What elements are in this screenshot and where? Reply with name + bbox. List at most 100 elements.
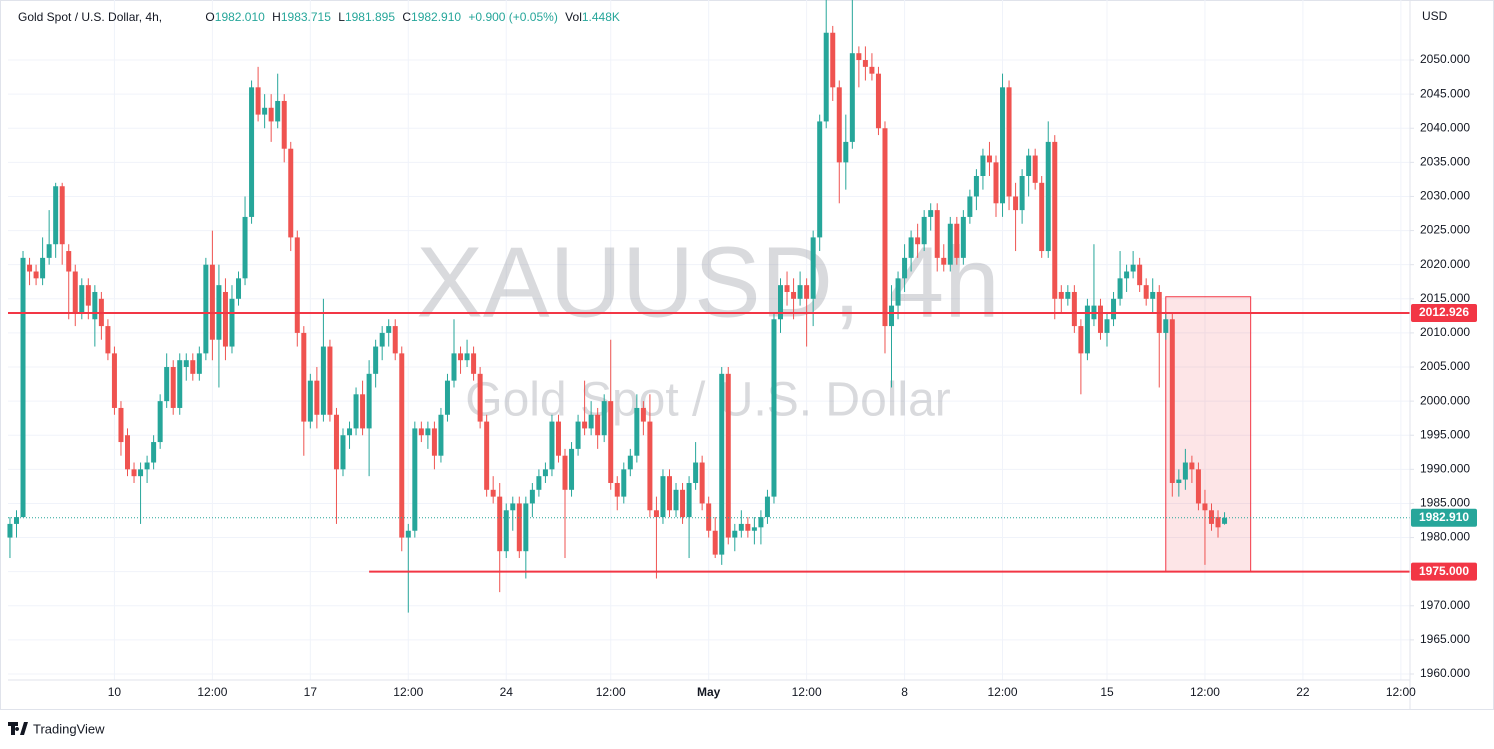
candle-body	[536, 476, 542, 490]
candle-body	[72, 271, 78, 313]
candle-body	[33, 271, 39, 279]
candle-body	[1013, 196, 1019, 211]
candle-body	[255, 87, 261, 115]
candle-body	[320, 346, 326, 415]
brand: TradingView	[33, 721, 105, 736]
candle-body	[732, 530, 738, 538]
candle-body	[242, 216, 248, 279]
candle-body	[895, 278, 901, 306]
candle-body	[562, 455, 568, 490]
candle-body	[1195, 469, 1201, 504]
candle-body	[7, 523, 13, 538]
candle-body	[131, 469, 137, 477]
candle-body	[1045, 141, 1051, 252]
candle-body	[13, 517, 19, 524]
high-value: 1983.715	[281, 10, 331, 24]
candle-body	[693, 462, 699, 483]
candle-body	[1097, 305, 1103, 333]
candle-body	[1026, 155, 1032, 177]
candle-body	[373, 346, 379, 374]
y-tick-label: 1970.000	[1420, 598, 1470, 612]
candle-body	[66, 251, 72, 272]
low-label: L	[338, 10, 345, 24]
candle-body	[157, 401, 163, 443]
candle-body	[444, 380, 450, 415]
candle-body	[856, 53, 862, 61]
x-tick-label: 12:00	[393, 685, 423, 699]
candle-body	[85, 285, 91, 306]
candle-body	[1150, 291, 1156, 299]
x-tick-label: 12:00	[988, 685, 1018, 699]
candle-body	[719, 373, 725, 555]
candle-body	[340, 435, 346, 470]
candle-body	[1058, 291, 1064, 299]
candle-body	[111, 353, 117, 408]
candle-body	[934, 210, 940, 258]
candle-body	[1202, 503, 1208, 511]
candle-body	[627, 455, 633, 470]
candle-body	[249, 87, 255, 217]
candle-body	[236, 278, 242, 299]
candle-body	[281, 100, 287, 149]
candle-body	[1104, 319, 1110, 333]
candle-body	[79, 285, 85, 313]
candle-body	[458, 353, 464, 361]
candle-body	[902, 257, 908, 279]
candle-body	[980, 155, 986, 177]
candle-body	[745, 523, 751, 531]
candle-body	[1208, 510, 1214, 524]
y-tick-label: 1995.000	[1420, 427, 1470, 441]
level-box	[1411, 303, 1477, 322]
candle-body	[392, 326, 398, 354]
candle-body	[46, 244, 52, 258]
watermark-subtitle: Gold Spot / U.S. Dollar	[465, 374, 951, 427]
x-tick-label: 8	[901, 685, 908, 699]
candle-body	[647, 421, 653, 511]
y-tick-label: 1965.000	[1420, 632, 1470, 646]
candle-body	[830, 32, 836, 88]
candle-body	[314, 380, 320, 415]
x-tick-label: 12:00	[1190, 685, 1220, 699]
candle-body	[1078, 326, 1084, 354]
y-tick-label: 2050.000	[1420, 52, 1470, 66]
candle-body	[399, 353, 405, 538]
candle-body	[177, 360, 183, 408]
candle-body	[366, 373, 372, 429]
x-tick-label: 12:00	[1386, 685, 1416, 699]
candle-body	[412, 428, 418, 531]
candle-body	[960, 216, 966, 258]
x-tick-label: 12:00	[197, 685, 227, 699]
close-value: 1982.910	[411, 10, 461, 24]
candle-body	[706, 503, 712, 531]
candle-body	[791, 291, 797, 299]
symbol: Gold Spot / U.S. Dollar, 4h,	[18, 10, 162, 24]
x-tick-label: 17	[304, 685, 318, 699]
y-tick-label: 1980.000	[1420, 530, 1470, 544]
candle-body	[817, 121, 823, 238]
candle-body	[418, 428, 424, 436]
candle-body	[973, 176, 979, 197]
candle-body	[764, 496, 770, 518]
candle-body	[471, 353, 477, 374]
zone	[1165, 296, 1252, 573]
last-price-label: 1982.910	[1419, 510, 1469, 524]
candle-body	[954, 223, 960, 258]
candle-body	[1163, 319, 1169, 333]
candle-body	[138, 469, 144, 477]
y-tick-label: 2010.000	[1420, 325, 1470, 339]
candle-body	[621, 469, 627, 497]
header: Gold Spot / U.S. Dollar, 4h, O1982.010 H…	[18, 10, 620, 24]
candle-body	[222, 291, 228, 347]
candle-body	[849, 53, 855, 142]
candle-body	[124, 435, 130, 470]
candle-body	[614, 482, 620, 497]
candle-body	[360, 394, 366, 429]
frame	[0, 0, 1494, 710]
candle-body	[882, 128, 888, 327]
volume-label: Vol	[565, 10, 582, 24]
candle-body	[653, 510, 659, 518]
candle-body	[797, 285, 803, 299]
candle-body	[59, 186, 65, 245]
y-tick-label: 2000.000	[1420, 393, 1470, 407]
candle-body	[386, 326, 392, 333]
